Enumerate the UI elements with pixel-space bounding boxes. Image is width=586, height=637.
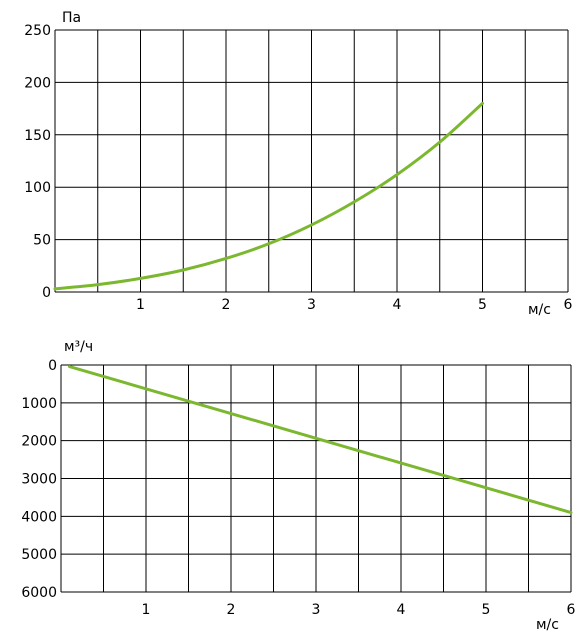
pressure-y-tick-label: 150 <box>24 128 51 144</box>
pressure-y-tick-label: 100 <box>24 180 51 196</box>
airflow-x-tick-label: 3 <box>312 602 321 618</box>
pressure-grid <box>54 29 569 293</box>
airflow-y-tick-label: 4000 <box>21 509 57 525</box>
airflow-x-tick-label: 5 <box>482 602 491 618</box>
pressure-y-tick-label: 200 <box>24 75 51 91</box>
airflow-grid <box>60 364 572 593</box>
airflow-chart: 0 1000 2000 3000 4000 5000 6000 1 2 3 4 5 6 м³/ч м/… <box>21 339 575 633</box>
airflow-y-tick-label: 0 <box>48 358 57 374</box>
airflow-x-tick-label: 4 <box>397 602 406 618</box>
pressure-y-unit: Па <box>62 10 81 26</box>
airflow-y-tick-label: 3000 <box>21 472 57 488</box>
pressure-x-tick-label: 6 <box>564 297 573 313</box>
pressure-chart: 0 50 100 150 200 250 1 2 3 4 5 6 Па м/с <box>24 10 572 318</box>
pressure-y-tick-label: 50 <box>33 233 51 249</box>
airflow-y-tick-label: 5000 <box>21 547 57 563</box>
pressure-x-tick-label: 5 <box>478 297 487 313</box>
airflow-line <box>68 365 573 515</box>
pressure-y-tick-label: 0 <box>42 285 51 301</box>
pressure-y-tick-label: 250 <box>24 23 51 39</box>
airflow-y-tick-label: 1000 <box>21 396 57 412</box>
airflow-y-tick-label: 2000 <box>21 434 57 450</box>
airflow-y-tick-label: 6000 <box>21 585 57 601</box>
pressure-x-tick-label: 4 <box>393 297 402 313</box>
airflow-y-unit: м³/ч <box>64 339 93 355</box>
pressure-x-ticks: 1 2 3 4 5 6 <box>136 297 573 313</box>
pressure-curve <box>53 101 484 291</box>
pressure-x-unit: м/с <box>528 302 551 318</box>
airflow-x-tick-label: 2 <box>227 602 236 618</box>
pressure-y-ticks: 0 50 100 150 200 250 <box>24 23 51 301</box>
pressure-x-tick-label: 2 <box>222 297 231 313</box>
pressure-x-tick-label: 3 <box>307 297 316 313</box>
airflow-x-tick-label: 1 <box>142 602 151 618</box>
airflow-x-ticks: 1 2 3 4 5 6 <box>142 602 576 618</box>
airflow-x-tick-label: 6 <box>567 602 576 618</box>
pressure-x-tick-label: 1 <box>136 297 145 313</box>
airflow-x-unit: м/с <box>536 617 559 633</box>
airflow-y-ticks: 0 1000 2000 3000 4000 5000 6000 <box>21 358 57 601</box>
